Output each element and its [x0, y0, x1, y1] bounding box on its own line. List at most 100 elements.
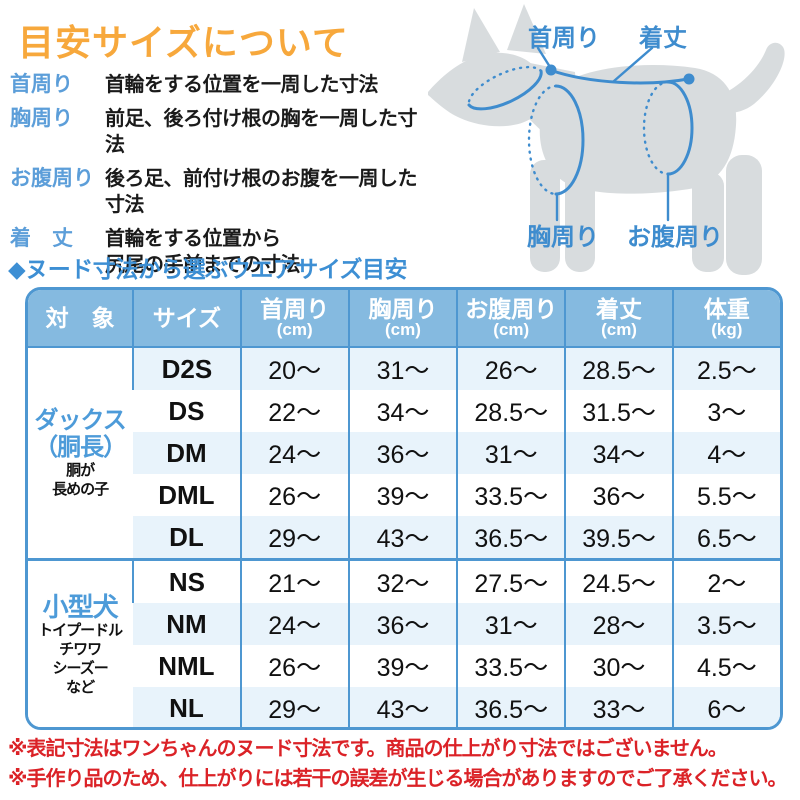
group-subtext: など — [66, 678, 95, 696]
belly-value: 36.5～ — [456, 687, 566, 727]
belly-girth-ring-dotted — [642, 80, 670, 176]
chest-value: 39～ — [347, 474, 458, 516]
definition-desc-line1: 首輪をする位置から — [105, 228, 281, 250]
belly-value: 27.5～ — [456, 558, 566, 603]
neck-value: 26～ — [239, 474, 349, 516]
back-length-curve — [548, 68, 690, 85]
footnote-nude-size: ※表記寸法はワンちゃんのヌード寸法です。商品の仕上がり寸法ではございません。 — [8, 738, 728, 760]
length-value: 39.5～ — [564, 516, 673, 560]
neck-value: 21～ — [239, 558, 349, 603]
header-belly: お腹周り (cm) — [456, 290, 566, 348]
neck-girth-ring-dotted — [467, 65, 543, 107]
table-row: DS 22～ 34～ 28.5～ 31.5～ 3～ — [28, 390, 780, 432]
group-subtext: 長めの子 — [52, 480, 109, 498]
table-row: NM 24～ 36～ 31～ 28～ 3.5～ — [28, 603, 780, 645]
size-table: 対 象 サイズ 首周り (cm) 胸周り (cm) お腹周り (cm) 着丈 (cm) … — [28, 290, 780, 727]
length-value: 24.5～ — [564, 558, 673, 603]
length-value: 28.5～ — [564, 347, 673, 390]
dog-front-leg-1 — [530, 160, 560, 272]
neck-girth-ring-solid — [467, 69, 543, 111]
group-cell-small-dog: 小型犬 トイプードル チワワ シーズー など — [28, 558, 134, 727]
definition-term: 着 丈 — [10, 227, 73, 250]
definition-term: 首周り — [10, 73, 73, 96]
diagram-label-neck: 首周り — [528, 25, 600, 52]
length-value: 28～ — [564, 603, 673, 645]
definition-desc-line2: 尻尾の手前までの寸法 — [105, 254, 301, 276]
size-label: NL — [133, 687, 241, 727]
table-row: NL 29～ 43～ 36.5～ 33～ 6～ — [28, 687, 780, 727]
table-row: DML 26～ 39～ 33.5～ 36～ 5.5～ — [28, 474, 780, 516]
size-table-container: 対 象 サイズ 首周り (cm) 胸周り (cm) お腹周り (cm) 着丈 (cm) … — [25, 287, 783, 730]
group-name: ダックス — [34, 406, 126, 434]
size-label: NML — [133, 645, 241, 687]
chest-value: 39～ — [347, 645, 458, 687]
neck-label-pointer — [536, 46, 552, 69]
table-row: DM 24～ 36～ 31～ 34～ 4～ — [28, 432, 780, 474]
header-target: 対 象 — [28, 290, 134, 348]
size-label: D2S — [132, 347, 241, 390]
definition-neck: 首周り 首輪をする位置を一周した寸法 — [10, 72, 430, 98]
chest-value: 31～ — [347, 347, 458, 390]
length-start-dot — [545, 64, 557, 76]
table-row: 小型犬 トイプードル チワワ シーズー など NS 21～ 32～ 27.5～ … — [28, 558, 780, 727]
definition-length: 着 丈 首輪をする位置から 尻尾の手前までの寸法 — [10, 226, 430, 278]
weight-value: 6.5～ — [671, 516, 780, 560]
belly-girth-ring-solid — [666, 80, 694, 176]
chest-value: 36～ — [347, 432, 458, 474]
weight-value: 6～ — [671, 687, 780, 727]
header-weight: 体重 (kg) — [671, 290, 780, 348]
chest-value: 43～ — [347, 516, 458, 560]
neck-value: 20～ — [239, 347, 349, 390]
header-size: サイズ — [132, 290, 241, 348]
neck-value: 29～ — [239, 516, 349, 560]
definition-term: 胸周り — [10, 107, 73, 130]
size-label: DM — [133, 432, 241, 474]
belly-value: 28.5～ — [456, 390, 566, 432]
size-label: DL — [133, 516, 241, 560]
table-row: DL 29～ 43～ 36.5～ 39.5～ 6.5～ — [28, 516, 780, 560]
header-chest: 胸周り (cm) — [347, 290, 458, 348]
length-end-dot — [683, 73, 695, 85]
definition-desc: 後ろ足、前付け根のお腹を一周した寸法 — [105, 168, 418, 216]
length-value: 34～ — [564, 432, 673, 474]
weight-value: 2.5～ — [671, 347, 780, 390]
definition-belly: お腹周り 後ろ足、前付け根のお腹を一周した寸法 — [10, 166, 430, 218]
neck-value: 29～ — [239, 687, 349, 727]
footnote-handmade: ※手作り品のため、仕上がりには若干の誤差が生じる場合がありますのでご了承ください… — [8, 768, 787, 790]
dog-hind-leg-2 — [726, 155, 762, 275]
size-label: NM — [133, 603, 241, 645]
group-subtext: チワワ — [59, 641, 102, 659]
belly-value: 26～ — [456, 347, 566, 390]
neck-value: 24～ — [239, 432, 349, 474]
dog-diagram — [428, 4, 785, 275]
chest-girth-ring-dotted — [527, 84, 558, 196]
definition-term: お腹周り — [10, 167, 94, 190]
diagram-label-belly: お腹周り — [627, 224, 723, 251]
size-label: DS — [133, 390, 241, 432]
weight-value: 4～ — [671, 432, 780, 474]
diagram-label-chest: 胸周り — [527, 224, 599, 251]
neck-value: 22～ — [239, 390, 349, 432]
table-row: NML 26～ 39～ 33.5～ 30～ 4.5～ — [28, 645, 780, 687]
header-neck: 首周り (cm) — [239, 290, 349, 348]
belly-value: 33.5～ — [456, 645, 566, 687]
size-label: DML — [133, 474, 241, 516]
chest-value: 32～ — [347, 558, 458, 603]
dog-head — [428, 52, 545, 127]
weight-value: 3.5～ — [671, 603, 780, 645]
chest-value: 43～ — [347, 687, 458, 727]
table-row: ダックス （胴長） 胴が 長めの子 D2S 20～ 31～ 26～ 28.5～ … — [28, 347, 780, 560]
belly-value: 31～ — [456, 603, 566, 645]
length-value: 36～ — [564, 474, 673, 516]
weight-value: 5.5～ — [671, 474, 780, 516]
diagram-label-length: 着丈 — [639, 25, 687, 52]
section-title: ◆ヌード寸法から選ぶウエアサイズ目安 — [8, 256, 408, 282]
dog-hind-leg-1 — [692, 172, 724, 272]
weight-value: 3～ — [671, 390, 780, 432]
dog-silhouette — [428, 4, 785, 275]
weight-value: 4.5～ — [671, 645, 780, 687]
page-title: 目安サイズについて — [18, 22, 349, 63]
belly-value: 33.5～ — [456, 474, 566, 516]
definition-chest: 胸周り 前足、後ろ付け根の胸を一周した寸法 — [10, 106, 430, 158]
